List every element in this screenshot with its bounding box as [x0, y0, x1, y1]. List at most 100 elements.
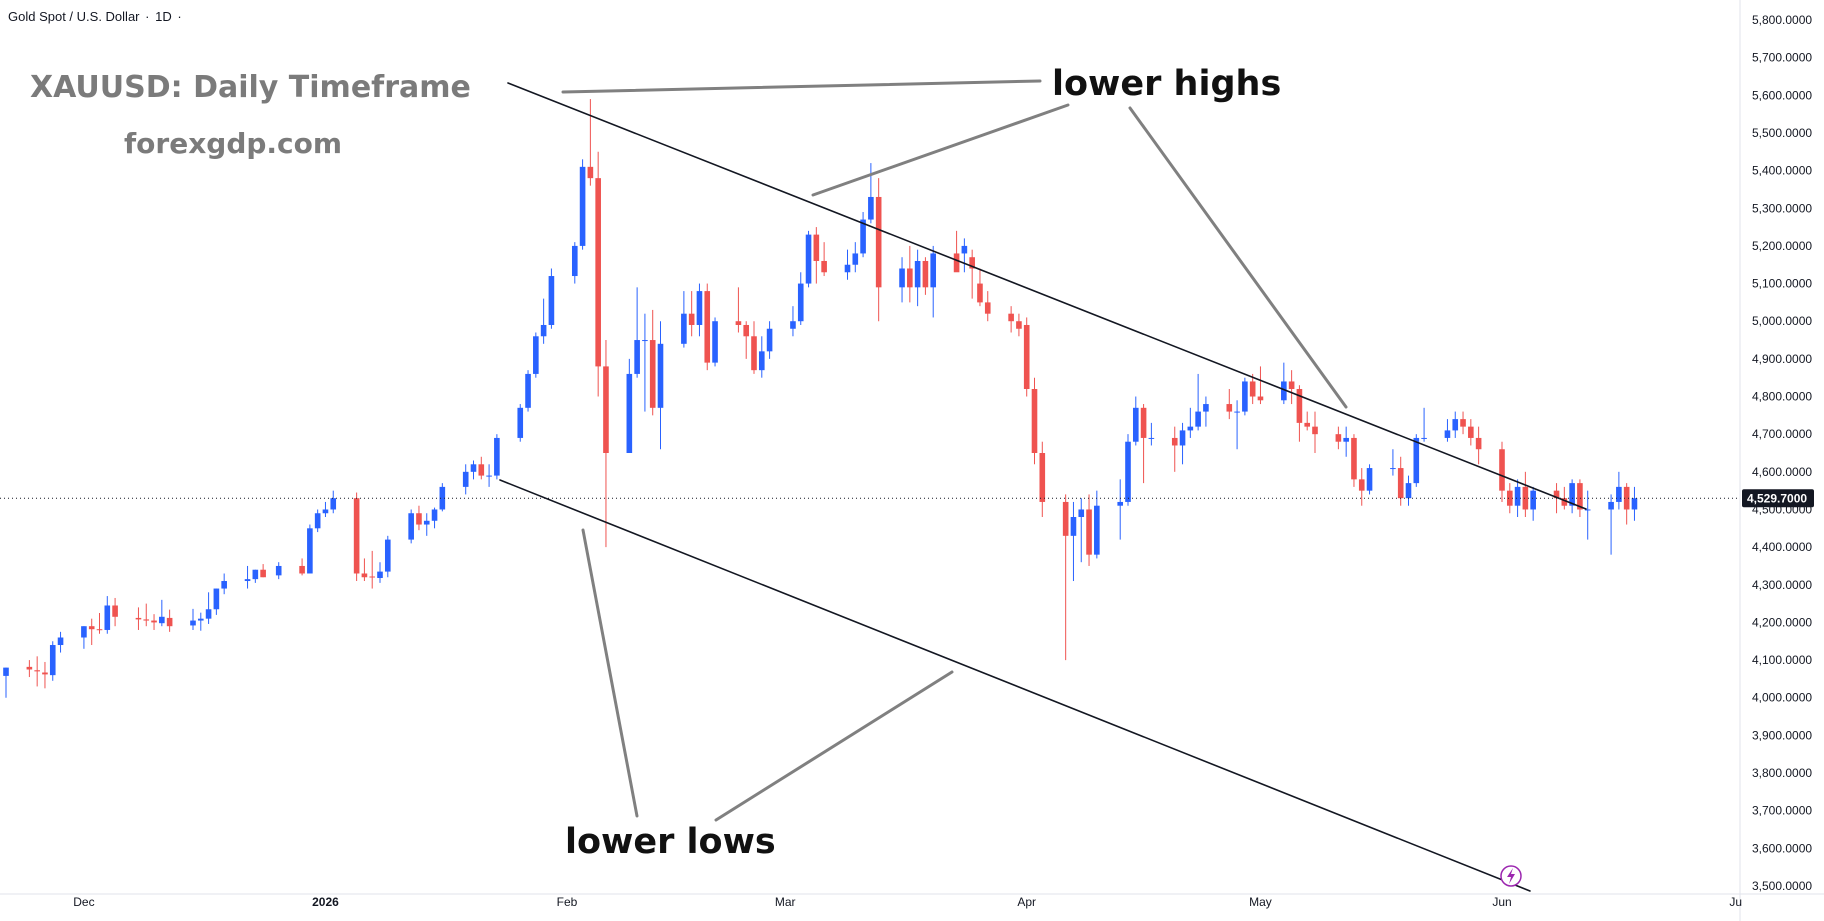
watermark-site: forexgdp.com: [124, 127, 343, 160]
candle-up: [1078, 498, 1085, 563]
candle-down: [1351, 434, 1357, 487]
candle-down: [649, 309, 656, 416]
candle-up: [1444, 419, 1451, 442]
y-tick-label: 4,900.0000: [1752, 352, 1812, 366]
candle-body: [868, 196, 874, 220]
go-to-realtime-icon: [1500, 865, 1522, 887]
candle-up: [213, 588, 220, 615]
candle-up: [330, 490, 337, 514]
candle-body: [1577, 483, 1583, 510]
x-tick-label: Mar: [775, 895, 796, 909]
candle-up: [205, 592, 212, 624]
candle-up: [805, 230, 812, 288]
candle-body: [1553, 490, 1560, 499]
candle-down: [907, 245, 913, 303]
candle-up: [860, 212, 866, 258]
last-price-tag: 4,529.7000: [1742, 489, 1814, 508]
symbol-name[interactable]: Gold Spot / U.S. Dollar: [8, 9, 140, 24]
candle-up: [634, 287, 640, 378]
candle-body: [135, 617, 142, 620]
candle-body: [1561, 498, 1568, 506]
candle-up: [899, 257, 905, 303]
candle-down: [984, 291, 991, 322]
candle-down: [1468, 419, 1474, 446]
candle-body: [797, 283, 804, 322]
y-tick-label: 5,500.0000: [1752, 126, 1812, 140]
candle-body: [914, 260, 921, 288]
candle-down: [969, 249, 975, 299]
candle-up: [790, 306, 796, 337]
candle-body: [953, 253, 960, 273]
candle-up: [914, 249, 921, 307]
candle-body: [626, 373, 633, 453]
candle-down: [166, 609, 173, 632]
candle-up: [766, 321, 773, 359]
candle-body: [470, 464, 477, 472]
interval-label[interactable]: 1D: [155, 9, 172, 24]
pointer-lower-lows-2: [714, 670, 954, 822]
candle-down: [1062, 494, 1069, 661]
candle-body: [961, 245, 968, 254]
candle-body: [190, 620, 196, 626]
candle-down: [34, 656, 40, 687]
candle-down: [1226, 388, 1233, 420]
candle-body: [88, 626, 95, 630]
candle-body: [213, 588, 220, 610]
y-tick-label: 5,700.0000: [1752, 51, 1812, 65]
candle-body: [1413, 437, 1420, 484]
candle-body: [1343, 437, 1349, 442]
candle-up: [1132, 396, 1139, 446]
candle-up: [930, 245, 937, 318]
candle-up: [548, 268, 555, 329]
candle-body: [26, 666, 33, 670]
candle-up: [494, 434, 500, 480]
candle-body: [159, 616, 165, 624]
candle-body: [1335, 434, 1342, 442]
candle-body: [634, 340, 640, 374]
candle-body: [587, 166, 594, 179]
y-tick-label: 5,100.0000: [1752, 277, 1812, 291]
candle-up: [307, 524, 313, 574]
y-tick-label: 4,600.0000: [1752, 465, 1812, 479]
candle-up: [1094, 490, 1100, 559]
candle-body: [96, 629, 103, 631]
candle-body: [1242, 381, 1248, 412]
candle-down: [1397, 456, 1404, 506]
y-tick-label: 4,200.0000: [1752, 615, 1812, 629]
candle-body: [907, 268, 913, 288]
pointer-lower-highs-2: [811, 103, 1070, 197]
candle-up: [1117, 479, 1124, 540]
candle-down: [299, 558, 305, 576]
candle-up: [159, 599, 165, 627]
y-tick-label: 3,600.0000: [1752, 841, 1812, 855]
candle-down: [751, 321, 757, 374]
candle-up: [486, 464, 492, 487]
candle-body: [299, 565, 305, 574]
candle-body: [766, 328, 773, 352]
candle-body: [1475, 437, 1482, 450]
candle-body: [1257, 396, 1264, 401]
y-tick-label: 4,700.0000: [1752, 427, 1812, 441]
candle-up: [1616, 471, 1622, 510]
candle-body: [922, 260, 929, 288]
candle-body: [1358, 479, 1365, 491]
candle-body: [805, 234, 812, 284]
candle-body: [657, 343, 664, 408]
y-tick-label: 5,300.0000: [1752, 201, 1812, 215]
candle-down: [151, 614, 157, 630]
candle-down: [875, 178, 882, 322]
candle-body: [969, 257, 975, 269]
x-tick-label: May: [1249, 895, 1272, 909]
candle-down: [361, 558, 368, 582]
candle-down: [735, 287, 742, 333]
candle-up: [681, 291, 687, 348]
candlestick-series: [3, 99, 1638, 698]
candle-down: [478, 456, 485, 480]
candle-up: [1281, 362, 1287, 405]
candle-body: [790, 321, 796, 329]
candle-body: [81, 626, 87, 638]
candle-up: [314, 509, 321, 533]
candle-body: [1023, 324, 1030, 389]
